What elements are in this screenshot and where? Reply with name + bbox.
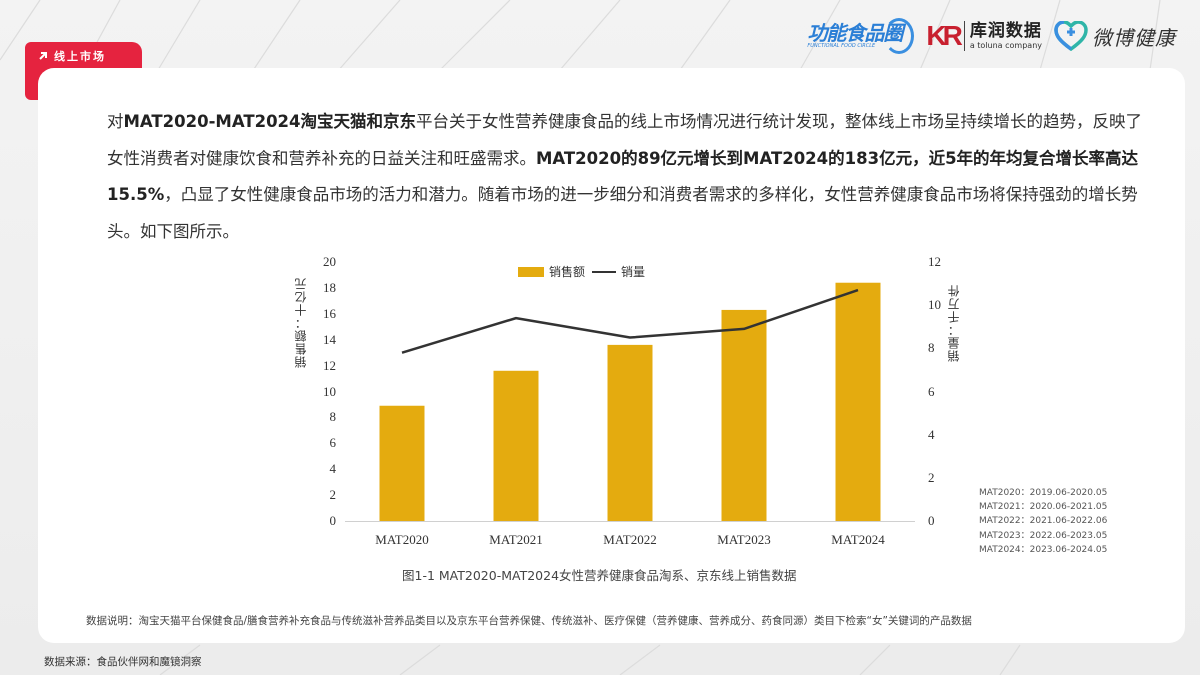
legend-label-volume: 销量 <box>621 265 646 279</box>
y-tick-left: 6 <box>329 435 337 451</box>
y-tick-left: 0 <box>329 513 337 528</box>
logo-ring-icon <box>884 18 915 54</box>
logo-weibo-health: 微博健康 <box>1054 21 1176 51</box>
legend-bar-swatch <box>518 266 544 277</box>
body-text: 平台关于女性营养健康食品的线上市场情况进行统计发现，整体线上市场呈持续增长的趋势… <box>107 112 1143 168</box>
y-tick-left: 2 <box>329 487 337 503</box>
section-tab-text: 线上市场 <box>54 50 106 63</box>
highlight-text: MAT2020的89亿元增长到MAT2024的183亿元，近5年的年均复合增长率… <box>107 148 1139 205</box>
highlight-text: MAT2020-MAT2024淘宝天猫和京东 <box>123 112 417 131</box>
y-axis-title-right: 销量：千万件 <box>947 284 961 362</box>
heart-cross-icon <box>1054 21 1088 51</box>
logo-kurun: KR 库润数据 a toluna company <box>926 20 1042 52</box>
section-tab-label: 线上市场 <box>38 47 106 65</box>
y-tick-left: 14 <box>323 331 336 347</box>
body-text: 对 <box>107 112 124 131</box>
logo-weibo-text: 微博健康 <box>1092 25 1176 50</box>
y-tick-right: 0 <box>928 513 935 528</box>
logo-kurun-cn: 库润数据 <box>969 21 1042 42</box>
mat-period-list: MAT2020：2019.06-2020.05 MAT2021：2020.06-… <box>979 486 1107 557</box>
logo-divider <box>963 21 965 51</box>
y-tick-left: 12 <box>323 357 336 373</box>
summary-paragraph: 对MAT2020-MAT2024淘宝天猫和京东平台关于女性营养健康食品的线上市场… <box>107 104 1147 250</box>
data-source: 数据来源：食品伙伴网和魔镜洞察 <box>44 656 202 668</box>
y-tick-right: 12 <box>928 254 941 269</box>
y-tick-left: 10 <box>323 383 336 399</box>
sales-bar <box>607 344 653 521</box>
sales-chart: 销售额：十亿元 销量：千万件 销售额 销量 0 2 4 6 8 10 12 14 16 18 20 0… <box>290 252 980 592</box>
x-tick-label: MAT2022 <box>603 532 657 547</box>
mat-period-item: MAT2021：2020.06-2021.05 <box>979 502 1108 513</box>
y-tick-left: 16 <box>323 305 336 321</box>
data-note: 数据说明：淘宝天猫平台保健食品/膳食营养补充食品与传统滋补营养品类目以及京东平台… <box>86 615 972 627</box>
x-tick-label: MAT2023 <box>717 532 771 547</box>
y-tick-right: 4 <box>928 426 935 442</box>
body-text: ，凸显了女性健康食品市场的活力和潜力。随着市场的进一步细分和消费者需求的多样化，… <box>107 185 1138 241</box>
logo-gongneng: 功能食品圈 FUNCTIONAL FOOD CIRCLE <box>807 18 915 54</box>
volume-line <box>401 288 859 354</box>
logo-gongneng-sub: FUNCTIONAL FOOD CIRCLE <box>807 43 876 49</box>
mat-period-item: MAT2023：2022.06-2023.05 <box>979 530 1108 541</box>
y-tick-right: 8 <box>928 340 935 356</box>
logo-kr-mark: KR <box>926 20 963 51</box>
y-tick-right: 2 <box>928 469 935 485</box>
mat-period-item: MAT2020：2019.06-2020.05 <box>979 488 1108 498</box>
x-tick-label: MAT2021 <box>489 532 543 547</box>
x-tick-label: MAT2020 <box>375 532 429 547</box>
legend-line-swatch <box>592 270 617 273</box>
sales-bar <box>835 282 881 521</box>
arrow-up-right-icon <box>39 52 47 60</box>
chart-legend: 销售额 销量 <box>518 263 645 280</box>
y-axis-title-left: 销售额：十亿元 <box>294 277 308 369</box>
sales-bar <box>721 309 767 521</box>
y-tick-left: 20 <box>323 254 336 269</box>
chart-plot <box>345 282 915 522</box>
y-tick-left: 4 <box>329 461 337 477</box>
y-tick-left: 8 <box>329 409 337 425</box>
sales-bar <box>379 405 425 521</box>
chart-caption: 图1-1 MAT2020-MAT2024女性营养健康食品淘系、京东线上销售数据 <box>402 568 797 583</box>
y-tick-right: 6 <box>928 383 935 399</box>
sales-bar <box>493 370 539 521</box>
y-tick-right: 10 <box>928 297 941 313</box>
partner-logos: 功能食品圈 FUNCTIONAL FOOD CIRCLE KR 库润数据 a t… <box>807 12 1176 60</box>
x-tick-label: MAT2024 <box>831 532 885 547</box>
mat-period-item: MAT2024：2023.06-2024.05 <box>979 544 1108 555</box>
logo-kurun-en: a toluna company <box>969 40 1042 50</box>
logo-gongneng-text: 功能食品圈 <box>807 21 903 45</box>
mat-period-item: MAT2022：2021.06-2022.06 <box>979 516 1108 527</box>
legend-label-sales: 销售额 <box>549 265 586 279</box>
y-tick-left: 18 <box>323 279 336 295</box>
